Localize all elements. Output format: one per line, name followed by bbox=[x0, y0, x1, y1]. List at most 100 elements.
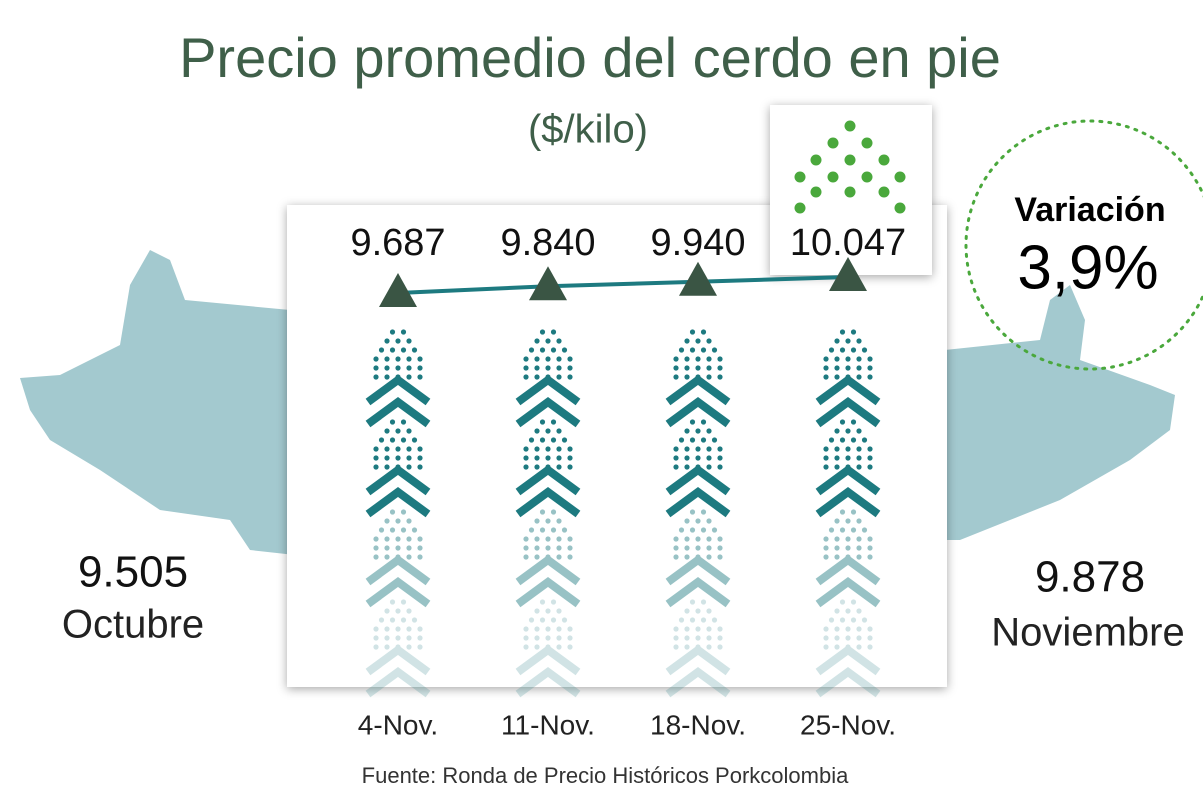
dot bbox=[834, 464, 840, 470]
dot bbox=[706, 446, 712, 452]
dot bbox=[856, 455, 862, 461]
dot bbox=[878, 186, 890, 198]
dot bbox=[523, 635, 529, 641]
dot bbox=[827, 171, 839, 183]
dot bbox=[539, 527, 546, 533]
dot bbox=[834, 374, 840, 380]
dot bbox=[839, 509, 846, 515]
dot bbox=[406, 464, 412, 470]
dot bbox=[523, 626, 529, 632]
dot bbox=[528, 437, 535, 443]
dot bbox=[556, 545, 562, 551]
chevron bbox=[815, 465, 881, 496]
variation-label: Variación bbox=[1014, 191, 1165, 229]
dot bbox=[373, 464, 379, 470]
dot bbox=[794, 171, 806, 183]
dot bbox=[839, 419, 846, 425]
dot bbox=[534, 644, 540, 650]
chevron bbox=[515, 645, 581, 676]
chevron bbox=[365, 397, 431, 428]
dot bbox=[834, 365, 840, 371]
dot bbox=[534, 374, 540, 380]
dot bbox=[706, 374, 712, 380]
arrow-column bbox=[815, 599, 881, 698]
subtitle: ($/kilo) bbox=[528, 108, 648, 152]
dot bbox=[834, 545, 840, 551]
source: Fuente: Ronda de Precio Históricos Porkc… bbox=[362, 763, 849, 788]
dot bbox=[684, 338, 690, 344]
dot bbox=[406, 536, 412, 542]
dot bbox=[545, 338, 551, 344]
dot bbox=[823, 446, 829, 452]
dot bbox=[523, 536, 529, 542]
dot bbox=[856, 365, 862, 371]
dot bbox=[556, 626, 562, 632]
dot bbox=[523, 464, 529, 470]
dot bbox=[850, 437, 857, 443]
dot bbox=[711, 617, 718, 623]
dot bbox=[689, 347, 696, 353]
chevron bbox=[665, 577, 731, 608]
arrow-column bbox=[515, 419, 581, 518]
x-tick-label: 25-Nov. bbox=[800, 709, 896, 740]
dot bbox=[400, 509, 407, 515]
dot bbox=[561, 617, 568, 623]
dot bbox=[673, 626, 679, 632]
dot bbox=[384, 374, 390, 380]
dot bbox=[706, 356, 712, 362]
dot bbox=[523, 356, 529, 362]
x-tick-label: 4-Nov. bbox=[358, 709, 438, 740]
dot bbox=[406, 455, 412, 461]
dot bbox=[867, 644, 873, 650]
dot bbox=[545, 428, 551, 434]
dot bbox=[828, 617, 835, 623]
dot bbox=[395, 446, 401, 452]
dot bbox=[706, 644, 712, 650]
dot bbox=[695, 446, 701, 452]
dot bbox=[389, 437, 396, 443]
dot bbox=[534, 365, 540, 371]
dot bbox=[717, 464, 723, 470]
dot bbox=[684, 365, 690, 371]
dot bbox=[539, 437, 546, 443]
marker bbox=[379, 273, 417, 307]
dot bbox=[834, 428, 840, 434]
dot bbox=[523, 365, 529, 371]
november-value: 9.878 bbox=[1035, 553, 1145, 602]
dot bbox=[550, 617, 557, 623]
dot bbox=[406, 338, 412, 344]
value-label: 9.940 bbox=[650, 222, 745, 264]
dot bbox=[856, 608, 862, 614]
dot bbox=[389, 599, 396, 605]
dot bbox=[706, 608, 712, 614]
dot bbox=[567, 374, 573, 380]
dot bbox=[850, 347, 857, 353]
dot bbox=[700, 617, 707, 623]
dot bbox=[828, 347, 835, 353]
dot bbox=[534, 635, 540, 641]
dot bbox=[717, 446, 723, 452]
dot bbox=[711, 347, 718, 353]
dot bbox=[861, 137, 873, 149]
dot bbox=[378, 437, 385, 443]
chevron bbox=[365, 465, 431, 496]
arrow-column bbox=[365, 509, 431, 608]
dot bbox=[378, 347, 385, 353]
dot bbox=[856, 644, 862, 650]
dot bbox=[684, 545, 690, 551]
chevron bbox=[515, 667, 581, 698]
x-tick-label: 11-Nov. bbox=[501, 709, 595, 740]
dot bbox=[373, 545, 379, 551]
dot bbox=[556, 518, 562, 524]
dot bbox=[844, 120, 856, 132]
dot bbox=[706, 428, 712, 434]
dot bbox=[700, 509, 707, 515]
dot bbox=[695, 635, 701, 641]
value-label: 9.840 bbox=[500, 222, 595, 264]
dot bbox=[417, 644, 423, 650]
dot bbox=[545, 518, 551, 524]
dot bbox=[417, 356, 423, 362]
dot bbox=[684, 644, 690, 650]
dot bbox=[545, 545, 551, 551]
dot bbox=[673, 365, 679, 371]
